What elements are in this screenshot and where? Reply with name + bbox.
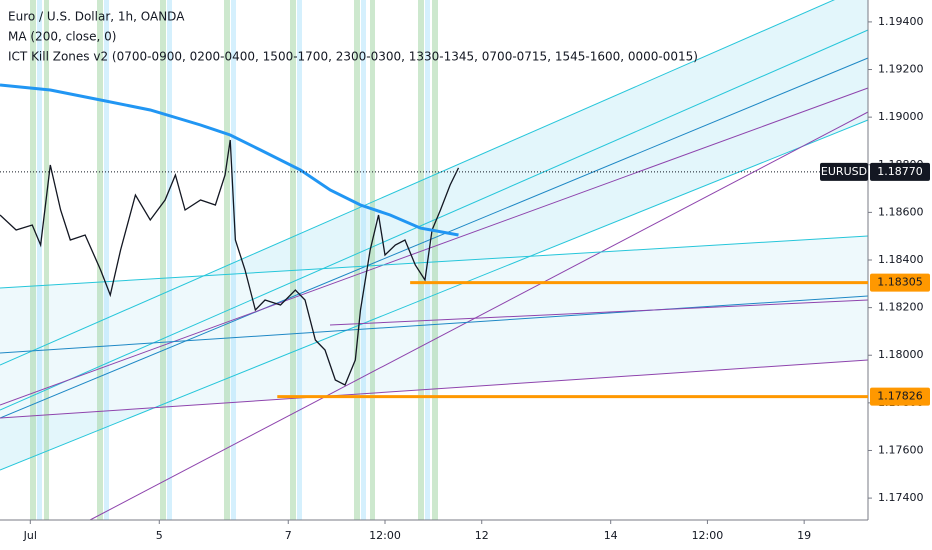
zone: [160, 0, 166, 520]
zone: [354, 0, 360, 520]
y-tick-label: 1.18000: [878, 348, 924, 361]
indicator-label: ICT Kill Zones v2 (0700-0900, 0200-0400,…: [8, 50, 698, 64]
y-tick-label: 1.19200: [878, 63, 924, 76]
trend-line: [0, 0, 835, 366]
trend-line: [0, 119, 869, 471]
zone: [44, 0, 49, 520]
trend-line: [0, 57, 869, 419]
y-tick-label: 1.18200: [878, 301, 924, 314]
symbol-label: EURUSD: [821, 165, 867, 178]
zone: [290, 0, 296, 520]
last-price-tag: [870, 162, 930, 181]
indicator-label: MA (200, close, 0): [8, 30, 116, 44]
x-tick-label: 7: [285, 529, 292, 542]
x-tick-label: Jul: [23, 529, 37, 542]
last-price-label: 1.18770: [877, 165, 923, 178]
x-tick-label: 12: [475, 529, 489, 542]
trend-line: [0, 295, 869, 354]
y-tick-label: 1.18400: [878, 253, 924, 266]
zone: [30, 0, 36, 520]
level-tag: [870, 387, 930, 406]
x-tick-label: 5: [156, 529, 163, 542]
kill-zones: [30, 0, 438, 520]
series-line: [0, 83, 459, 237]
zone: [231, 0, 236, 520]
zone: [418, 0, 424, 520]
y-tick-label: 1.19000: [878, 110, 924, 123]
zone: [361, 0, 366, 520]
level-label: 1.18305: [877, 276, 923, 289]
x-tick-label: 19: [797, 529, 811, 542]
trend-line: [0, 87, 869, 406]
x-tick-label: 12:00: [369, 529, 401, 542]
zone: [297, 0, 302, 520]
symbol-tag: [820, 162, 868, 181]
trend-line: [89, 111, 869, 521]
trend-lines: [0, 0, 869, 521]
zone: [97, 0, 103, 520]
zone: [224, 0, 230, 520]
trend-line: [0, 235, 869, 289]
trend-line: [0, 359, 869, 419]
drawings: [0, 0, 869, 521]
zone: [432, 0, 438, 520]
level-tag: [870, 273, 930, 292]
trend-line: [329, 299, 869, 326]
zone: [37, 0, 42, 520]
series-line: [0, 139, 460, 386]
level-label: 1.17826: [877, 390, 923, 403]
x-tick-label: 14: [604, 529, 618, 542]
y-tick-label: 1.18600: [878, 205, 924, 218]
trend-line: [0, 29, 869, 411]
zone: [370, 0, 375, 520]
x-tick-label: 12:00: [692, 529, 724, 542]
y-tick-label: 1.19400: [878, 15, 924, 28]
y-tick-label: 1.17400: [878, 491, 924, 504]
chart-title: Euro / U.S. Dollar, 1h, OANDA: [8, 10, 185, 24]
y-tick-label: 1.17600: [878, 443, 924, 456]
time-axis: [0, 520, 868, 550]
zone: [104, 0, 109, 520]
zone: [167, 0, 172, 520]
